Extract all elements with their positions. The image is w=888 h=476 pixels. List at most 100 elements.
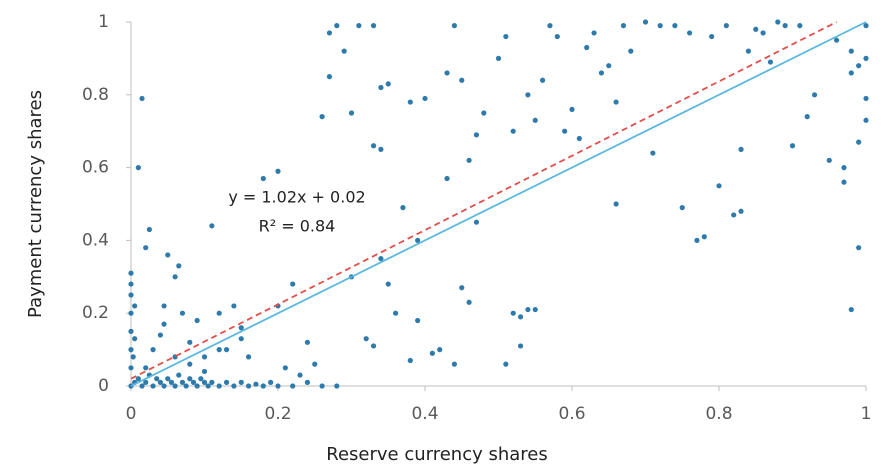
point — [437, 347, 443, 353]
point — [246, 383, 252, 389]
point — [628, 48, 634, 54]
point — [370, 143, 377, 149]
point — [525, 92, 531, 98]
point — [731, 212, 737, 218]
point — [473, 219, 480, 225]
point — [172, 383, 178, 389]
point — [290, 281, 296, 287]
point — [562, 128, 568, 134]
point — [797, 23, 803, 29]
point — [407, 357, 413, 364]
point — [201, 368, 208, 375]
point — [253, 381, 259, 387]
point — [701, 234, 707, 240]
point — [165, 376, 171, 382]
point — [334, 23, 340, 29]
point — [223, 347, 230, 353]
point — [694, 237, 700, 243]
point — [143, 379, 149, 385]
point — [767, 59, 774, 65]
point — [135, 376, 141, 382]
point — [176, 372, 182, 378]
point — [187, 376, 193, 382]
point — [620, 23, 627, 29]
point — [130, 354, 136, 360]
point — [304, 379, 310, 385]
point — [415, 317, 421, 324]
point — [459, 77, 465, 83]
point — [525, 306, 531, 313]
point — [319, 114, 325, 120]
point — [554, 33, 560, 40]
point — [161, 383, 167, 389]
point — [856, 245, 862, 251]
point — [260, 383, 266, 389]
point — [400, 205, 406, 211]
point — [275, 383, 281, 389]
point — [150, 383, 156, 389]
point — [205, 383, 211, 389]
point — [451, 361, 457, 367]
point — [161, 303, 167, 309]
point — [260, 175, 266, 182]
point — [183, 383, 189, 389]
point — [863, 23, 869, 29]
point — [841, 165, 847, 171]
point — [312, 361, 318, 367]
point — [672, 23, 678, 29]
point — [745, 48, 752, 54]
point — [532, 117, 538, 123]
point — [179, 310, 186, 316]
y-tick-label: 0.4 — [82, 230, 109, 250]
point — [598, 70, 605, 76]
point — [863, 55, 869, 62]
point — [517, 314, 524, 320]
point — [687, 30, 693, 36]
point — [319, 383, 325, 389]
line — [130, 21, 867, 387]
point — [782, 23, 788, 29]
point — [444, 175, 450, 182]
point — [297, 372, 303, 378]
point — [444, 70, 450, 76]
point — [165, 252, 171, 258]
point — [231, 383, 237, 389]
point — [128, 347, 134, 353]
x-tick-label: 0.2 — [264, 404, 291, 424]
point — [415, 237, 421, 243]
point — [172, 274, 178, 280]
point — [510, 310, 516, 316]
point — [848, 306, 854, 313]
point — [209, 379, 215, 385]
annotation: R² = 0.84 — [259, 217, 336, 236]
x-tick-label: 1 — [861, 404, 872, 424]
point — [139, 95, 145, 102]
point — [407, 99, 413, 105]
point — [326, 30, 333, 36]
point — [128, 328, 134, 334]
point — [378, 146, 384, 152]
point — [179, 379, 186, 385]
point — [650, 150, 656, 156]
y-tick-label: 0.6 — [82, 158, 109, 178]
point — [198, 376, 204, 382]
point — [201, 379, 208, 385]
point — [190, 379, 197, 385]
point — [642, 19, 649, 25]
point — [503, 361, 509, 367]
point — [154, 376, 160, 382]
y-tick-label: 0 — [98, 376, 109, 396]
x-tick-label: 0.6 — [558, 404, 585, 424]
point — [451, 23, 457, 29]
point — [393, 310, 399, 316]
point — [209, 223, 215, 229]
x-tick-label: 0.8 — [705, 404, 732, 424]
point — [510, 128, 516, 134]
point — [304, 339, 310, 345]
point — [238, 325, 244, 331]
point — [804, 114, 810, 120]
point — [128, 292, 134, 298]
point — [157, 379, 163, 385]
point — [128, 270, 134, 276]
point — [709, 33, 715, 40]
